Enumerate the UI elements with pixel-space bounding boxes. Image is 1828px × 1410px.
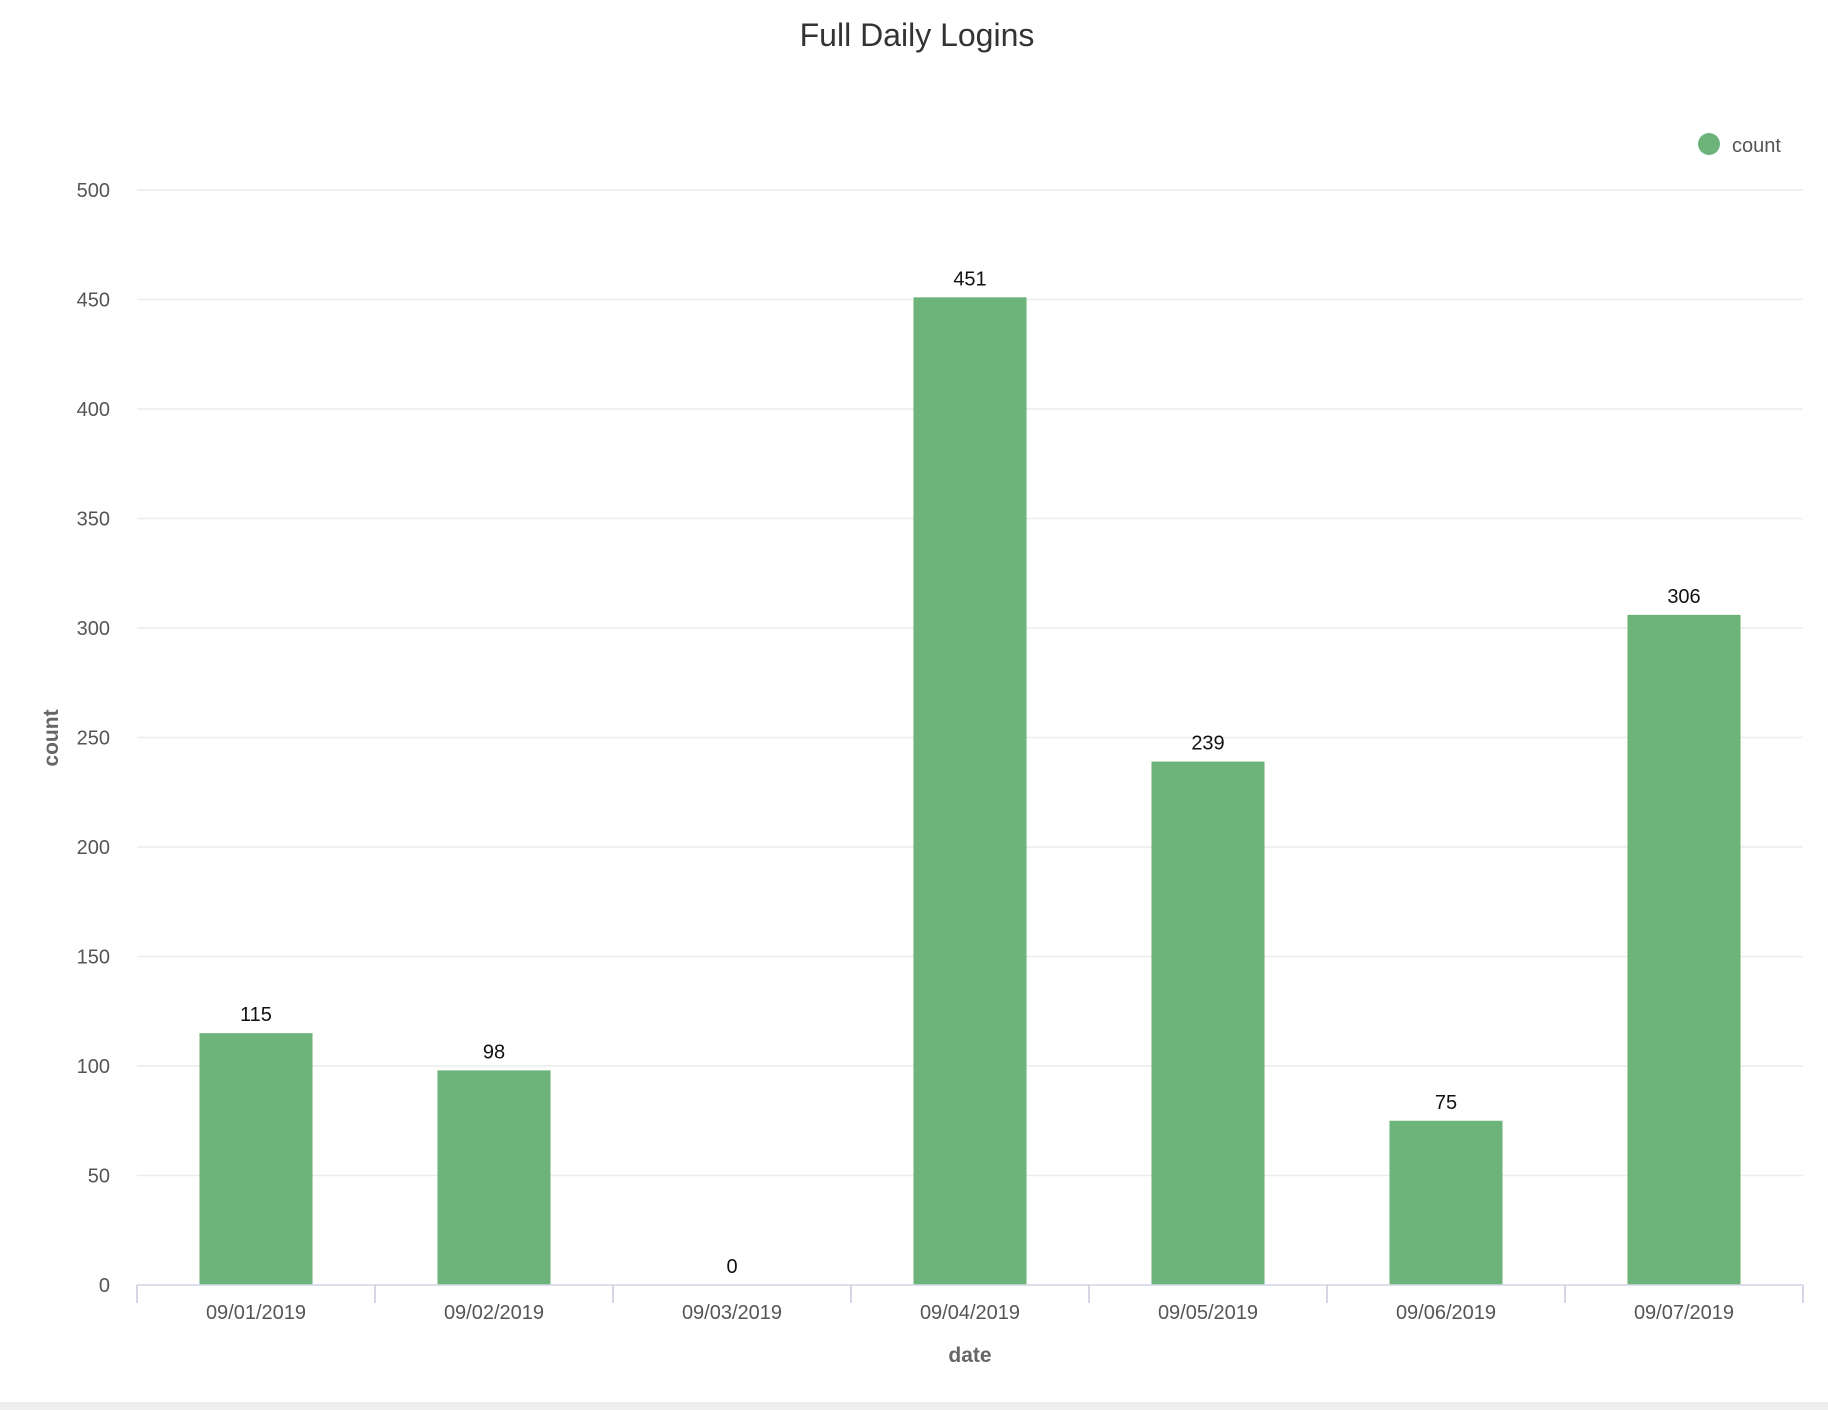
bar (1627, 614, 1741, 1285)
bars-layer (199, 297, 1741, 1285)
x-tick-label: 09/07/2019 (1634, 1302, 1734, 1324)
data-label: 115 (240, 1004, 272, 1026)
bar (437, 1070, 551, 1285)
x-tick-label: 09/02/2019 (444, 1302, 544, 1324)
data-label: 0 (726, 1256, 737, 1278)
y-tick-label: 450 (77, 290, 110, 312)
y-tick-label: 200 (77, 837, 110, 859)
legend: count (1698, 133, 1781, 157)
x-tick-label: 09/04/2019 (920, 1302, 1020, 1324)
y-tick-label: 100 (77, 1056, 110, 1078)
axes-layer: 0 50 100 150 200 250 300 350 400 450 500 09/01/2019… (77, 180, 1804, 1324)
y-axis-label: count (40, 709, 63, 766)
legend-label: count (1732, 135, 1781, 157)
x-tick-label: 09/06/2019 (1396, 1302, 1496, 1324)
y-tick-label: 400 (77, 399, 110, 421)
data-label: 451 (953, 268, 986, 290)
legend-marker (1698, 133, 1720, 155)
y-tick-label: 500 (77, 180, 110, 202)
data-label: 75 (1435, 1092, 1457, 1114)
y-tick-label: 50 (88, 1166, 110, 1188)
x-tick-label: 09/03/2019 (682, 1302, 782, 1324)
x-axis-label: date (948, 1344, 991, 1367)
bar (1151, 761, 1265, 1285)
chart-title: Full Daily Logins (800, 17, 1035, 53)
data-labels-layer: 115 98 0 451 239 75 306 (240, 268, 1701, 1278)
footer-strip (0, 1402, 1828, 1410)
data-label: 306 (1667, 586, 1700, 608)
y-tick-label: 0 (99, 1275, 110, 1297)
data-label: 239 (1191, 733, 1224, 755)
y-tick-label: 350 (77, 509, 110, 531)
y-tick-label: 150 (77, 947, 110, 969)
x-tick-label: 09/05/2019 (1158, 1302, 1258, 1324)
y-tick-label: 250 (77, 728, 110, 750)
data-label: 98 (483, 1041, 505, 1063)
bar (1389, 1120, 1503, 1285)
bar (199, 1033, 313, 1285)
bar (913, 297, 1027, 1285)
y-tick-label: 300 (77, 618, 110, 640)
x-tick-label: 09/01/2019 (206, 1302, 306, 1324)
